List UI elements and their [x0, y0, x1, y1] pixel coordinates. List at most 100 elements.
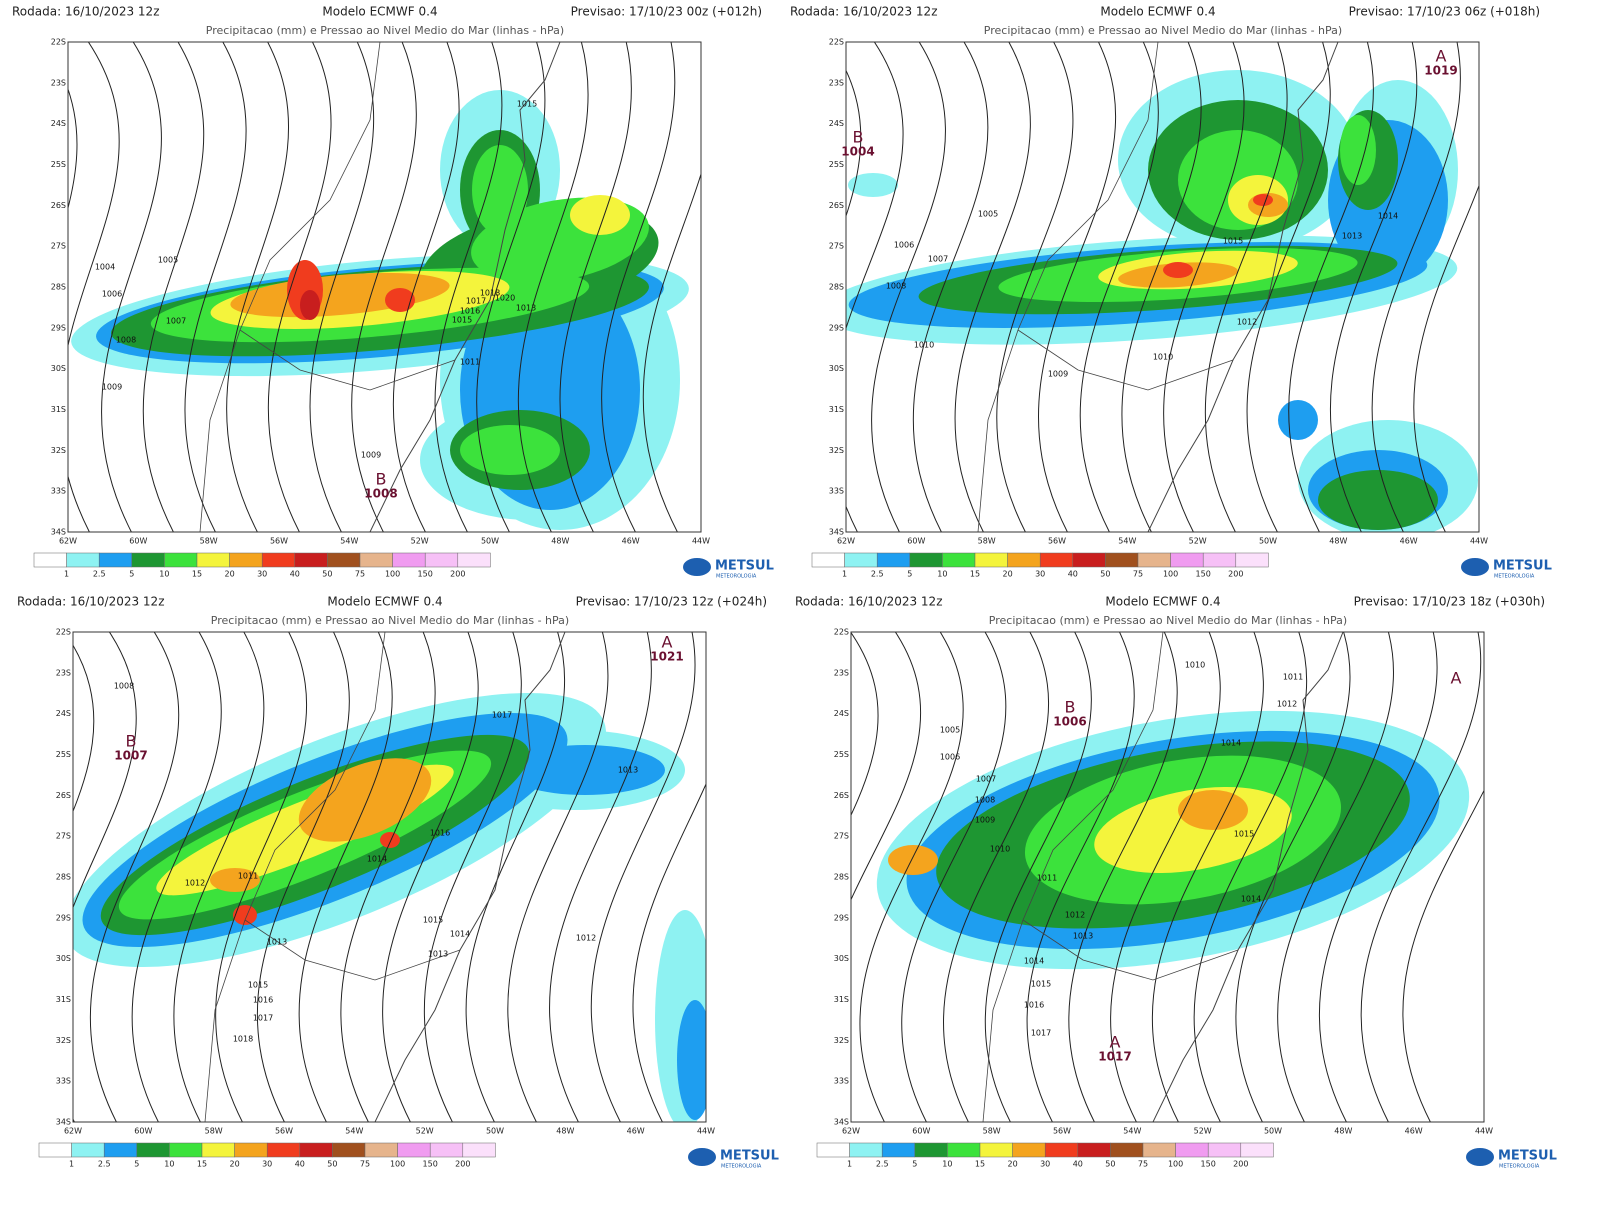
isobar-label: 1015 [1031, 980, 1051, 989]
isobar [871, 42, 946, 532]
precip-area [1178, 790, 1248, 830]
lon-label: 62W [842, 1127, 860, 1136]
logo-sub: METEOROLOGIA [716, 574, 757, 580]
isobar [1068, 632, 1178, 1122]
lon-label: 50W [1264, 1127, 1282, 1136]
lat-label: 27S [829, 242, 844, 251]
isobar [1277, 632, 1394, 1122]
legend-label: 150 [1196, 570, 1211, 579]
lat-label: 34S [834, 1118, 849, 1127]
lon-label: 46W [1405, 1127, 1423, 1136]
lat-label: 31S [829, 405, 844, 414]
isobar [1193, 632, 1308, 1122]
isobar [267, 42, 332, 532]
border [204, 632, 386, 1122]
isobar [1151, 632, 1264, 1122]
isobar-label: 1017 [492, 711, 512, 720]
isobar-label: 1006 [894, 241, 914, 250]
logo: METSUL [1498, 1149, 1557, 1164]
isobar-label: 1014 [1241, 895, 1261, 904]
legend-swatch [947, 1142, 981, 1158]
isobar [465, 632, 566, 1122]
isobar [215, 632, 307, 1122]
lat-label: 30S [51, 364, 66, 373]
lat-label: 34S [51, 528, 66, 537]
pressure-center-letter: A [1436, 47, 1447, 66]
isobar [73, 632, 137, 1122]
legend-label: 50 [327, 1160, 337, 1169]
legend-label: 1 [847, 1160, 852, 1169]
isobar [590, 632, 696, 1122]
legend-swatch [299, 1142, 333, 1158]
precip-area [888, 845, 938, 875]
logo-globe [683, 558, 711, 576]
model-label: Modelo ECMWF 0.4 [1105, 595, 1220, 609]
legend-label: 10 [164, 1160, 174, 1169]
legend-swatch [424, 552, 459, 568]
isobar [1402, 789, 1484, 1122]
isobar-label: 1011 [238, 872, 258, 881]
legend-label: 150 [423, 1160, 438, 1169]
coastline [1147, 42, 1339, 532]
model-label: Modelo ECMWF 0.4 [322, 5, 437, 19]
lat-label: 33S [829, 487, 844, 496]
lat-label: 32S [51, 446, 66, 455]
isobar [1246, 42, 1331, 532]
isobar [984, 632, 1092, 1122]
legend-swatch [1077, 1142, 1111, 1158]
lat-label: 28S [56, 873, 71, 882]
map-title: Precipitacao (mm) e Pressao ao Nivel Med… [984, 24, 1342, 37]
legend-label: 200 [455, 1160, 470, 1169]
legend-swatch [462, 1142, 496, 1158]
isobar-label: 1005 [940, 726, 960, 735]
legend-swatch [66, 552, 100, 568]
isobar [954, 42, 1031, 532]
lon-label: 62W [59, 537, 77, 546]
legend-swatch [266, 1142, 301, 1158]
legend-label: 15 [975, 1160, 985, 1169]
isobar [1288, 42, 1374, 532]
lon-label: 46W [1400, 537, 1418, 546]
lat-label: 31S [834, 995, 849, 1004]
border [199, 42, 381, 532]
isobar [559, 42, 632, 532]
isobar-label: 1010 [914, 341, 934, 350]
precip-area [1163, 262, 1193, 278]
logo: METSUL [715, 559, 774, 574]
isobar [392, 42, 460, 532]
logo: METSUL [720, 1149, 779, 1164]
legend-swatch [229, 552, 263, 568]
isobar-label: 1020 [495, 294, 515, 303]
lon-label: 50W [1259, 537, 1277, 546]
lat-label: 22S [51, 38, 66, 47]
isobar [846, 42, 904, 532]
legend-swatch [1105, 552, 1139, 568]
legend-label: 1 [842, 570, 847, 579]
legend-label: 100 [1163, 570, 1178, 579]
legend-swatch [1142, 1142, 1176, 1158]
isobar-label: 1015 [1234, 830, 1254, 839]
isobar-label: 1009 [361, 451, 381, 460]
legend-label: 75 [1138, 1160, 1148, 1169]
lat-label: 29S [829, 323, 844, 332]
logo: METSUL [1493, 559, 1552, 574]
isobar-label: 1008 [116, 336, 136, 345]
legend-label: 5 [912, 1160, 917, 1169]
legend-swatch [359, 552, 393, 568]
legend-label: 100 [390, 1160, 405, 1169]
isobar-label: 1012 [1277, 700, 1297, 709]
legend-swatch [131, 552, 165, 568]
map-frame [67, 41, 702, 533]
legend-label: 1 [64, 570, 69, 579]
map-title: Precipitacao (mm) e Pressao ao Nivel Med… [206, 24, 564, 37]
legend-swatch [38, 1142, 72, 1158]
legend-swatch [849, 1142, 883, 1158]
isobar [601, 42, 676, 532]
logo-globe [1466, 1148, 1494, 1166]
legend-swatch [974, 552, 1008, 568]
isobar-label: 1010 [990, 845, 1010, 854]
isobar [846, 69, 862, 218]
legend-swatch [429, 1142, 464, 1158]
isobar [382, 632, 479, 1122]
lat-label: 24S [56, 709, 71, 718]
